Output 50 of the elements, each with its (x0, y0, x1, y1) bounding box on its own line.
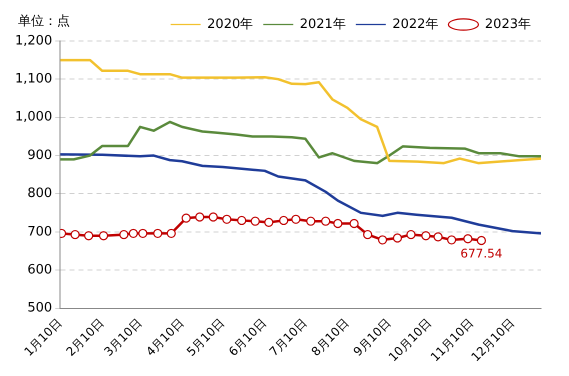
x-tick-label: 5月10日 (184, 316, 228, 359)
point (433, 232, 443, 242)
point (250, 216, 260, 226)
point (421, 231, 430, 240)
y-tick-label: 900 (27, 148, 52, 163)
point (166, 228, 176, 238)
point (237, 216, 246, 226)
point (195, 212, 204, 222)
x-tick-label: 1月10日 (21, 316, 65, 359)
point (363, 230, 372, 240)
y-tick-label: 800 (27, 186, 52, 202)
legend-label: 2023年 (484, 16, 532, 32)
legend-label: 2021年 (300, 16, 346, 32)
annotation: 677.54 (460, 246, 502, 261)
y-tick-label: 1,200 (15, 33, 52, 48)
point (476, 236, 486, 246)
point (333, 218, 342, 228)
point (350, 218, 359, 228)
y-tick-label: 1,000 (15, 110, 52, 125)
point (321, 216, 330, 226)
x-tick-label: 4月10日 (143, 316, 186, 359)
y-tick-label: 500 (27, 300, 52, 316)
point (291, 214, 300, 224)
point (264, 218, 274, 227)
y-tick-label: 1,100 (15, 72, 52, 87)
point (153, 228, 162, 238)
x-tick-label: 7月10日 (266, 316, 310, 359)
point (463, 234, 472, 244)
x-tick-label: 6月10日 (226, 316, 270, 359)
point (70, 230, 80, 240)
point (119, 230, 128, 240)
point (392, 233, 402, 243)
point (447, 235, 456, 245)
point (306, 216, 316, 226)
point (98, 231, 108, 240)
point (406, 230, 416, 240)
y-tick-label: 600 (27, 262, 52, 278)
point (222, 214, 232, 224)
point (128, 228, 138, 238)
point (378, 235, 388, 245)
x-tick-label: 8月10日 (308, 316, 352, 359)
point (138, 228, 148, 238)
legend-label: 2020年 (207, 16, 254, 32)
point (208, 212, 218, 222)
point (182, 214, 191, 223)
y-axis-title: 单位：点 (18, 13, 70, 30)
point (279, 216, 288, 226)
legend-label: 2022年 (392, 16, 438, 32)
y-tick-label: 700 (27, 224, 52, 240)
point (84, 231, 94, 240)
